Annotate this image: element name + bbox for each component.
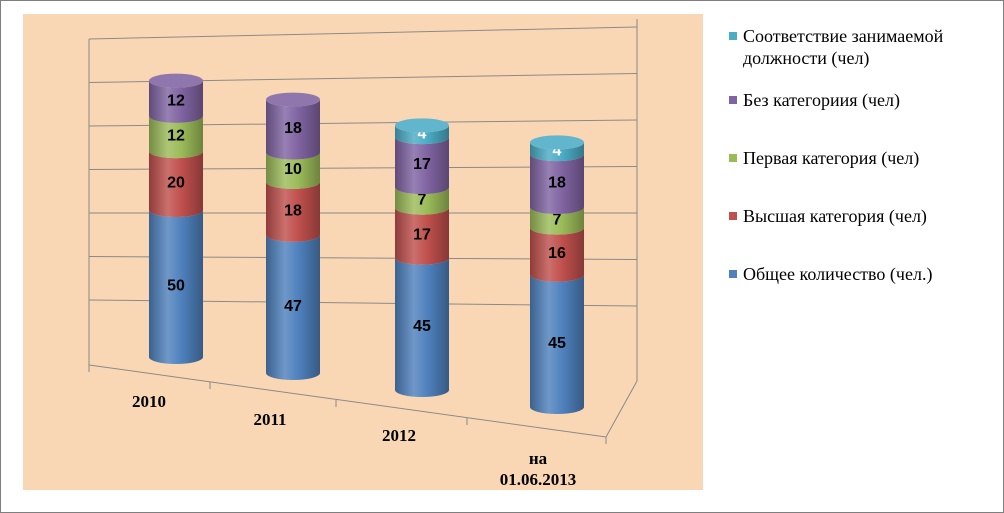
bar-segment-2012-1 bbox=[395, 207, 449, 265]
bar-segment-2012-3 bbox=[395, 137, 449, 195]
bar-segment-на-01.06.2013-2 bbox=[530, 207, 584, 235]
legend-swatch bbox=[729, 270, 737, 278]
bar-top-cap bbox=[395, 118, 449, 133]
data-label: 45 bbox=[548, 335, 566, 352]
data-label: 7 bbox=[553, 211, 562, 228]
data-label: 18 bbox=[284, 120, 302, 137]
bar-segment-2010-2 bbox=[149, 115, 203, 159]
data-label: 7 bbox=[418, 191, 427, 208]
legend-swatch bbox=[729, 212, 737, 220]
bar-segment-2011-0 bbox=[266, 234, 320, 380]
floor-right-edge bbox=[605, 380, 638, 438]
bar-segment-2011-3 bbox=[266, 99, 320, 160]
legend-label: Без категориия (чел) bbox=[743, 90, 900, 110]
bar-segment-на-01.06.2013-1 bbox=[530, 227, 584, 282]
data-label: 17 bbox=[413, 156, 431, 173]
bar-segment-на-01.06.2013-0 bbox=[530, 274, 584, 414]
bar-segment-2012-2 bbox=[395, 187, 449, 215]
bar-segment-2012-0 bbox=[395, 257, 449, 397]
plot-area: 50 20 12 12 47 18 10 18 45 17 7 17 4 45 16 7 18 4 2010 2011… bbox=[23, 14, 703, 490]
legend-swatch bbox=[729, 154, 737, 162]
data-label: 18 bbox=[284, 202, 302, 219]
bar-top-cap bbox=[266, 92, 320, 107]
data-label: 10 bbox=[284, 161, 302, 178]
data-label: 20 bbox=[167, 175, 185, 192]
chart-svg: 5020121247181018451771744516718420102011… bbox=[88, 19, 638, 489]
legend-label: Соответствие занимаемой должности (чел) bbox=[743, 26, 944, 68]
bar-segment-на-01.06.2013-3 bbox=[530, 154, 584, 215]
legend-swatch bbox=[729, 96, 737, 104]
bar-segment-2011-2 bbox=[266, 152, 320, 189]
data-label: 12 bbox=[167, 128, 185, 145]
category-label: 2010 bbox=[132, 392, 166, 411]
data-label: 18 bbox=[548, 175, 566, 192]
data-label: 45 bbox=[413, 318, 431, 335]
data-label: 50 bbox=[167, 278, 185, 295]
legend-label: Высшая категория (чел) bbox=[743, 206, 927, 226]
legend-swatch bbox=[729, 32, 737, 40]
bar-segment-2011-1 bbox=[266, 181, 320, 242]
category-label: на 01.06.2013 bbox=[500, 449, 577, 489]
bar-top-cap bbox=[530, 135, 584, 150]
back-wall-gridline bbox=[88, 26, 638, 40]
legend-label: Первая категория (чел) bbox=[743, 148, 920, 168]
bar-segment-2012-4 bbox=[395, 125, 449, 145]
bar-top-cap bbox=[149, 73, 203, 88]
data-label: 47 bbox=[284, 298, 302, 315]
data-label: 12 bbox=[167, 92, 185, 109]
category-label: 2012 bbox=[382, 426, 416, 445]
bar-segment-2010-1 bbox=[149, 151, 203, 217]
legend-label: Общее количество (чел.) bbox=[743, 264, 933, 284]
data-label: 17 bbox=[413, 227, 431, 244]
data-label: 4 bbox=[418, 125, 427, 142]
floor-front-edge bbox=[88, 364, 607, 438]
bar-segment-2010-0 bbox=[149, 210, 203, 364]
bar-segment-на-01.06.2013-4 bbox=[530, 142, 584, 162]
data-label: 4 bbox=[553, 142, 562, 159]
data-label: 16 bbox=[548, 245, 566, 262]
bar-segment-2010-3 bbox=[149, 80, 203, 123]
category-label: 2011 bbox=[253, 410, 286, 429]
